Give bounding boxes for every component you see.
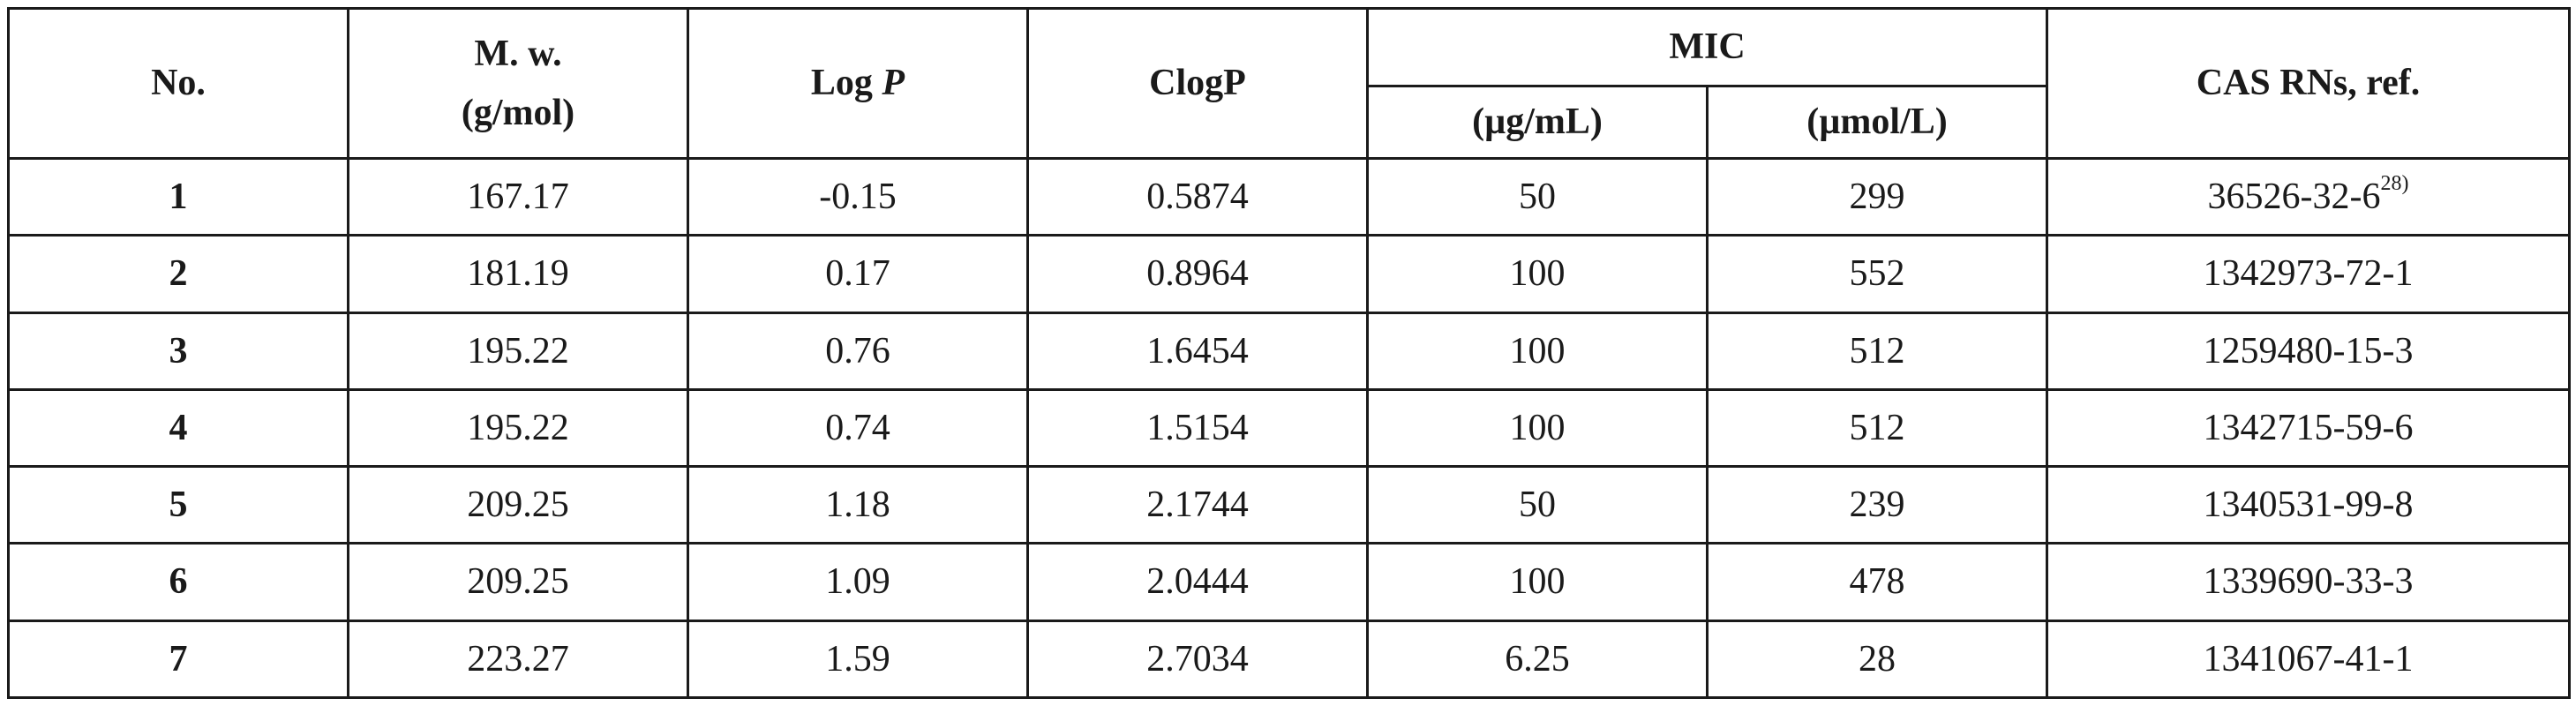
cell-no: 2 — [7, 234, 349, 314]
cas-number: 1340531-99-8 — [2203, 484, 2414, 526]
header-mic-ugml: (µg/mL) — [1366, 85, 1709, 160]
cell-cas: 1259480-15-3 — [2046, 311, 2572, 391]
header-row-bottom: (µg/mL) (µmol/L) — [9, 85, 2570, 160]
cell-logp: 1.18 — [687, 465, 1029, 545]
cell-clogp: 1.6454 — [1026, 311, 1369, 391]
cas-number: 36526-32-6 — [2207, 176, 2381, 217]
cell-no: 6 — [7, 542, 349, 622]
cell-mw: 195.22 — [347, 387, 689, 469]
cas-number: 1341067-41-1 — [2203, 638, 2414, 680]
table-row: 3 195.22 0.76 1.6454 100 512 1259480-15-3 — [7, 311, 2572, 391]
cell-mic-umoll: 299 — [1705, 156, 2049, 237]
table-row: 2 181.19 0.17 0.8964 100 552 1342973-72-1 — [7, 234, 2572, 314]
cell-mic-ugml: 100 — [1366, 387, 1709, 469]
cell-cas: 36526-32-628) — [2046, 156, 2572, 237]
cell-no: 4 — [7, 387, 349, 469]
table-row: 7 223.27 1.59 2.7034 6.25 28 1341067-41-1 — [7, 619, 2572, 700]
cell-mic-umoll: 28 — [1705, 619, 2049, 700]
cell-cas: 1342973-72-1 — [2046, 234, 2572, 314]
cell-mic-ugml: 50 — [1366, 465, 1709, 545]
cas-number: 1342715-59-6 — [2203, 407, 2414, 448]
header-logp-prefix: Log — [810, 63, 873, 104]
cell-mic-umoll: 552 — [1705, 234, 2049, 314]
table-header: No. M. w. (g/mol) Log P ClogP MIC CAS RN… — [7, 7, 2572, 160]
header-row-top: No. M. w. (g/mol) Log P ClogP MIC CAS RN… — [7, 7, 2572, 160]
cell-logp: 1.59 — [687, 619, 1029, 700]
cell-cas: 1340531-99-8 — [2046, 465, 2572, 545]
header-mw-unit: (g/mol) — [461, 92, 575, 133]
data-table: No. M. w. (g/mol) Log P ClogP MIC CAS RN… — [7, 7, 2572, 700]
cell-logp: 0.74 — [687, 387, 1029, 469]
cell-mw: 223.27 — [347, 619, 689, 700]
cell-mw: 209.25 — [347, 465, 689, 545]
cas-number: 1342973-72-1 — [2203, 253, 2414, 295]
table-row: 5 209.25 1.18 2.1744 50 239 1340531-99-8 — [7, 465, 2572, 545]
cell-logp: -0.15 — [687, 156, 1029, 237]
cell-clogp: 0.8964 — [1026, 234, 1369, 314]
cell-cas: 1339690-33-3 — [2046, 542, 2572, 622]
cell-mic-umoll: 512 — [1705, 311, 2049, 391]
cell-no: 3 — [7, 311, 349, 391]
cas-number: 1259480-15-3 — [2203, 330, 2414, 372]
cell-mw: 195.22 — [347, 311, 689, 391]
cell-cas: 1341067-41-1 — [2046, 619, 2572, 700]
header-logp-var: P — [882, 63, 905, 104]
header-logp: Log P — [687, 7, 1029, 160]
header-cas: CAS RNs, ref. — [2046, 7, 2572, 160]
cell-cas: 1342715-59-6 — [2046, 387, 2572, 469]
cell-no: 1 — [7, 156, 349, 237]
header-mw: M. w. (g/mol) — [347, 7, 689, 160]
cas-number: 1339690-33-3 — [2203, 561, 2414, 603]
cell-mic-ugml: 100 — [1366, 311, 1709, 391]
cell-mic-umoll: 239 — [1705, 465, 2049, 545]
header-no: No. — [7, 7, 349, 160]
table-row: 1 167.17 -0.15 0.5874 50 299 36526-32-628) — [7, 156, 2572, 237]
cell-clogp: 2.1744 — [1026, 465, 1369, 545]
cell-logp: 1.09 — [687, 542, 1029, 622]
cell-no: 7 — [7, 619, 349, 700]
cell-mic-ugml: 100 — [1366, 234, 1709, 314]
header-mic: MIC — [1365, 7, 2049, 87]
header-mw-label: M. w. — [474, 34, 562, 75]
cell-mw: 209.25 — [347, 542, 689, 622]
cell-mic-umoll: 478 — [1705, 542, 2049, 622]
table-row: 6 209.25 1.09 2.0444 100 478 1339690-33-3 — [7, 542, 2572, 622]
cell-clogp: 0.5874 — [1026, 156, 1369, 237]
cell-clogp: 2.0444 — [1026, 542, 1369, 622]
cell-mic-ugml: 50 — [1366, 156, 1709, 237]
cell-mw: 167.17 — [347, 156, 689, 237]
table-body: 1 167.17 -0.15 0.5874 50 299 36526-32-628) 2 181… — [7, 156, 2572, 700]
header-clogp: ClogP — [1026, 7, 1369, 160]
cell-logp: 0.17 — [687, 234, 1029, 314]
cell-mic-ugml: 6.25 — [1366, 619, 1709, 700]
cell-mic-umoll: 512 — [1705, 387, 2049, 469]
cell-no: 5 — [7, 465, 349, 545]
cell-mic-ugml: 100 — [1366, 542, 1709, 622]
reference-superscript: 28) — [2380, 171, 2409, 195]
cell-clogp: 1.5154 — [1026, 387, 1369, 469]
cell-mw: 181.19 — [347, 234, 689, 314]
header-mic-umoll: (µmol/L) — [1705, 85, 2049, 160]
cell-clogp: 2.7034 — [1026, 619, 1369, 700]
table-row: 4 195.22 0.74 1.5154 100 512 1342715-59-6 — [7, 387, 2572, 469]
cell-logp: 0.76 — [687, 311, 1029, 391]
